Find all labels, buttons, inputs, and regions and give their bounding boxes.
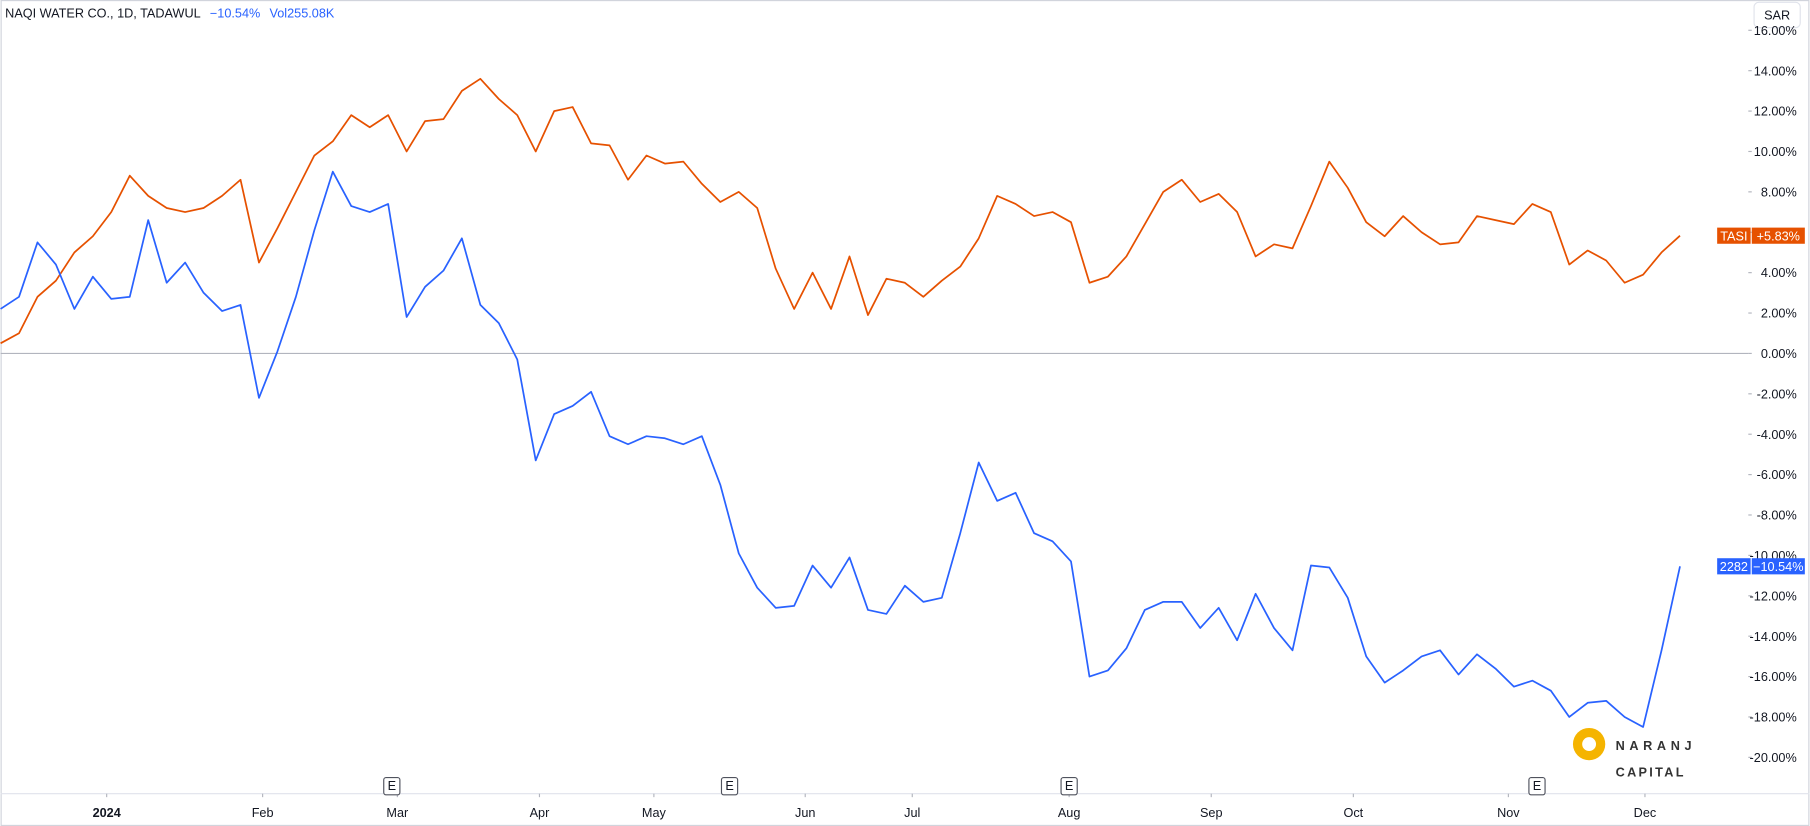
y-tick-label: -18.00% — [1750, 711, 1797, 725]
end-value-box — [1751, 558, 1805, 575]
event-label: E — [1065, 779, 1073, 793]
y-tick-label: 4.00% — [1761, 266, 1797, 280]
end-value-box — [1751, 227, 1805, 244]
y-tick-label: -4.00% — [1757, 428, 1797, 442]
y-tick-label: 12.00% — [1754, 105, 1797, 119]
x-tick-label: Sep — [1200, 806, 1223, 820]
currency-button[interactable] — [1753, 1, 1801, 29]
y-tick-label: -20.00% — [1750, 751, 1797, 765]
end-name-box — [1717, 227, 1751, 244]
x-tick-label: Dec — [1634, 806, 1657, 820]
y-tick-label: -12.00% — [1750, 589, 1797, 603]
x-tick-label: May — [642, 806, 667, 820]
y-tick-label: -14.00% — [1750, 630, 1797, 644]
watermark-line: NARANJ — [1616, 739, 1697, 753]
y-tick-label: 2.00% — [1761, 307, 1797, 321]
change: −10.54% — [210, 6, 260, 20]
y-tick-label: 16.00% — [1754, 24, 1797, 38]
event-marker — [720, 776, 739, 796]
x-tick-label: Aug — [1058, 806, 1081, 820]
end-name: 2282 — [1720, 560, 1748, 574]
x-tick-label: Feb — [252, 806, 274, 820]
y-tick-label: -2.00% — [1757, 387, 1797, 401]
x-tick-label: Oct — [1343, 806, 1363, 820]
volume: 255.08K — [287, 6, 335, 20]
x-tick-label: 2024 — [93, 806, 121, 820]
symbol-title: NAQI WATER CO., 1D, TADAWUL — [5, 6, 200, 20]
end-value: −10.54% — [1753, 560, 1803, 574]
event-marker — [383, 776, 401, 796]
x-tick-label: Mar — [386, 806, 409, 820]
series-line — [0, 77, 1681, 345]
y-tick-label: -6.00% — [1757, 468, 1797, 482]
series-line — [0, 170, 1681, 728]
end-name: TASI — [1720, 229, 1747, 243]
x-tick-label: Apr — [530, 806, 550, 820]
y-tick-label: 10.00% — [1754, 145, 1797, 159]
watermark-line: CAPITAL — [1616, 765, 1686, 779]
currency[interactable]: SAR — [1764, 9, 1790, 23]
y-tick-label: -8.00% — [1757, 509, 1797, 523]
event-marker — [1528, 776, 1546, 796]
x-tick-label: Jun — [795, 806, 815, 820]
volume-label: Vol — [270, 6, 288, 20]
end-name-box — [1717, 558, 1751, 575]
x-tick-label: Nov — [1497, 806, 1520, 820]
watermark: NARANJ CAPITAL — [0, 352, 1749, 779]
y-tick-label: 0.00% — [1761, 347, 1797, 361]
event-label: E — [725, 779, 733, 793]
y-tick-label: 14.00% — [1754, 64, 1797, 78]
event-label: E — [1533, 779, 1541, 793]
event-marker — [1060, 776, 1078, 796]
logo-core — [1582, 737, 1597, 752]
y-tick-label: 8.00% — [1761, 185, 1797, 199]
x-tick-label: Jul — [904, 806, 920, 820]
end-value: +5.83% — [1757, 229, 1800, 243]
header: NAQI WATER CO., 1D, TADAWUL −10.54% Vol255… — [5, 6, 335, 20]
event-label: E — [388, 779, 396, 793]
y-tick-label: -16.00% — [1750, 670, 1797, 684]
